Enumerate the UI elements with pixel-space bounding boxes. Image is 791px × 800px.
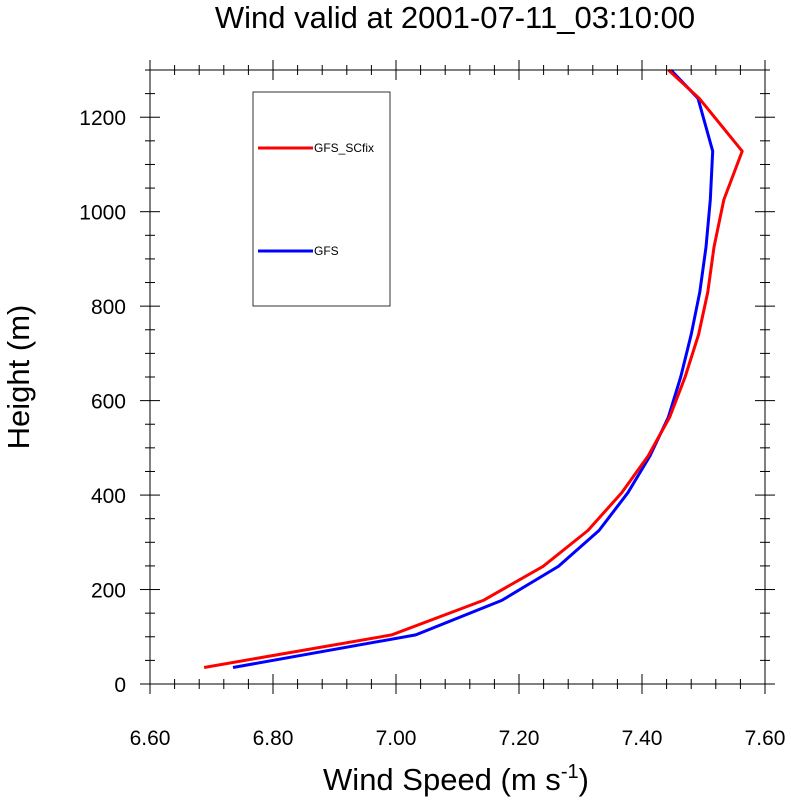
- y-tick-label: 1000: [79, 202, 126, 225]
- x-tick-label: 7.60: [745, 727, 786, 750]
- legend-box: [252, 91, 391, 307]
- y-tick-label: 400: [91, 485, 126, 508]
- y-tick-label: 1200: [79, 107, 126, 130]
- x-tick-label: 7.40: [622, 727, 663, 750]
- y-tick-label: 800: [91, 296, 126, 319]
- y-axis-label: Height (m): [1, 305, 36, 450]
- chart-title: Wind valid at 2001-07-11_03:10:00: [215, 0, 695, 35]
- legend-label-gfs: GFS: [314, 244, 339, 258]
- y-tick-label: 0: [114, 674, 126, 697]
- y-tick-label: 600: [91, 391, 126, 414]
- tick-labels: 6.60 6.80 7.00 7.20 7.40 7.60 0 200 400 600 800 100…: [79, 107, 785, 750]
- x-tick-label: 6.80: [253, 727, 294, 750]
- plot-frame: [149, 69, 766, 685]
- x-tick-label: 6.60: [130, 727, 171, 750]
- legend: GFS_SCfix GFS: [252, 91, 391, 307]
- x-axis-label: Wind Speed (m s-1): [323, 761, 589, 797]
- x-tick-label: 7.00: [376, 727, 417, 750]
- plot-lines: [203, 68, 744, 669]
- major-ticks: [140, 60, 775, 694]
- x-axis-label-main: Wind Speed (m s: [323, 762, 561, 797]
- legend-label-gfs-scfix: GFS_SCfix: [314, 141, 374, 155]
- series-line-gfs-scfix: [203, 68, 744, 669]
- y-tick-label: 200: [91, 580, 126, 603]
- x-axis-label-end: ): [579, 762, 589, 797]
- minor-ticks: [145, 65, 770, 689]
- series-line-gfs: [232, 68, 715, 669]
- x-axis-label-sup: -1: [561, 761, 579, 783]
- x-tick-label: 7.20: [499, 727, 540, 750]
